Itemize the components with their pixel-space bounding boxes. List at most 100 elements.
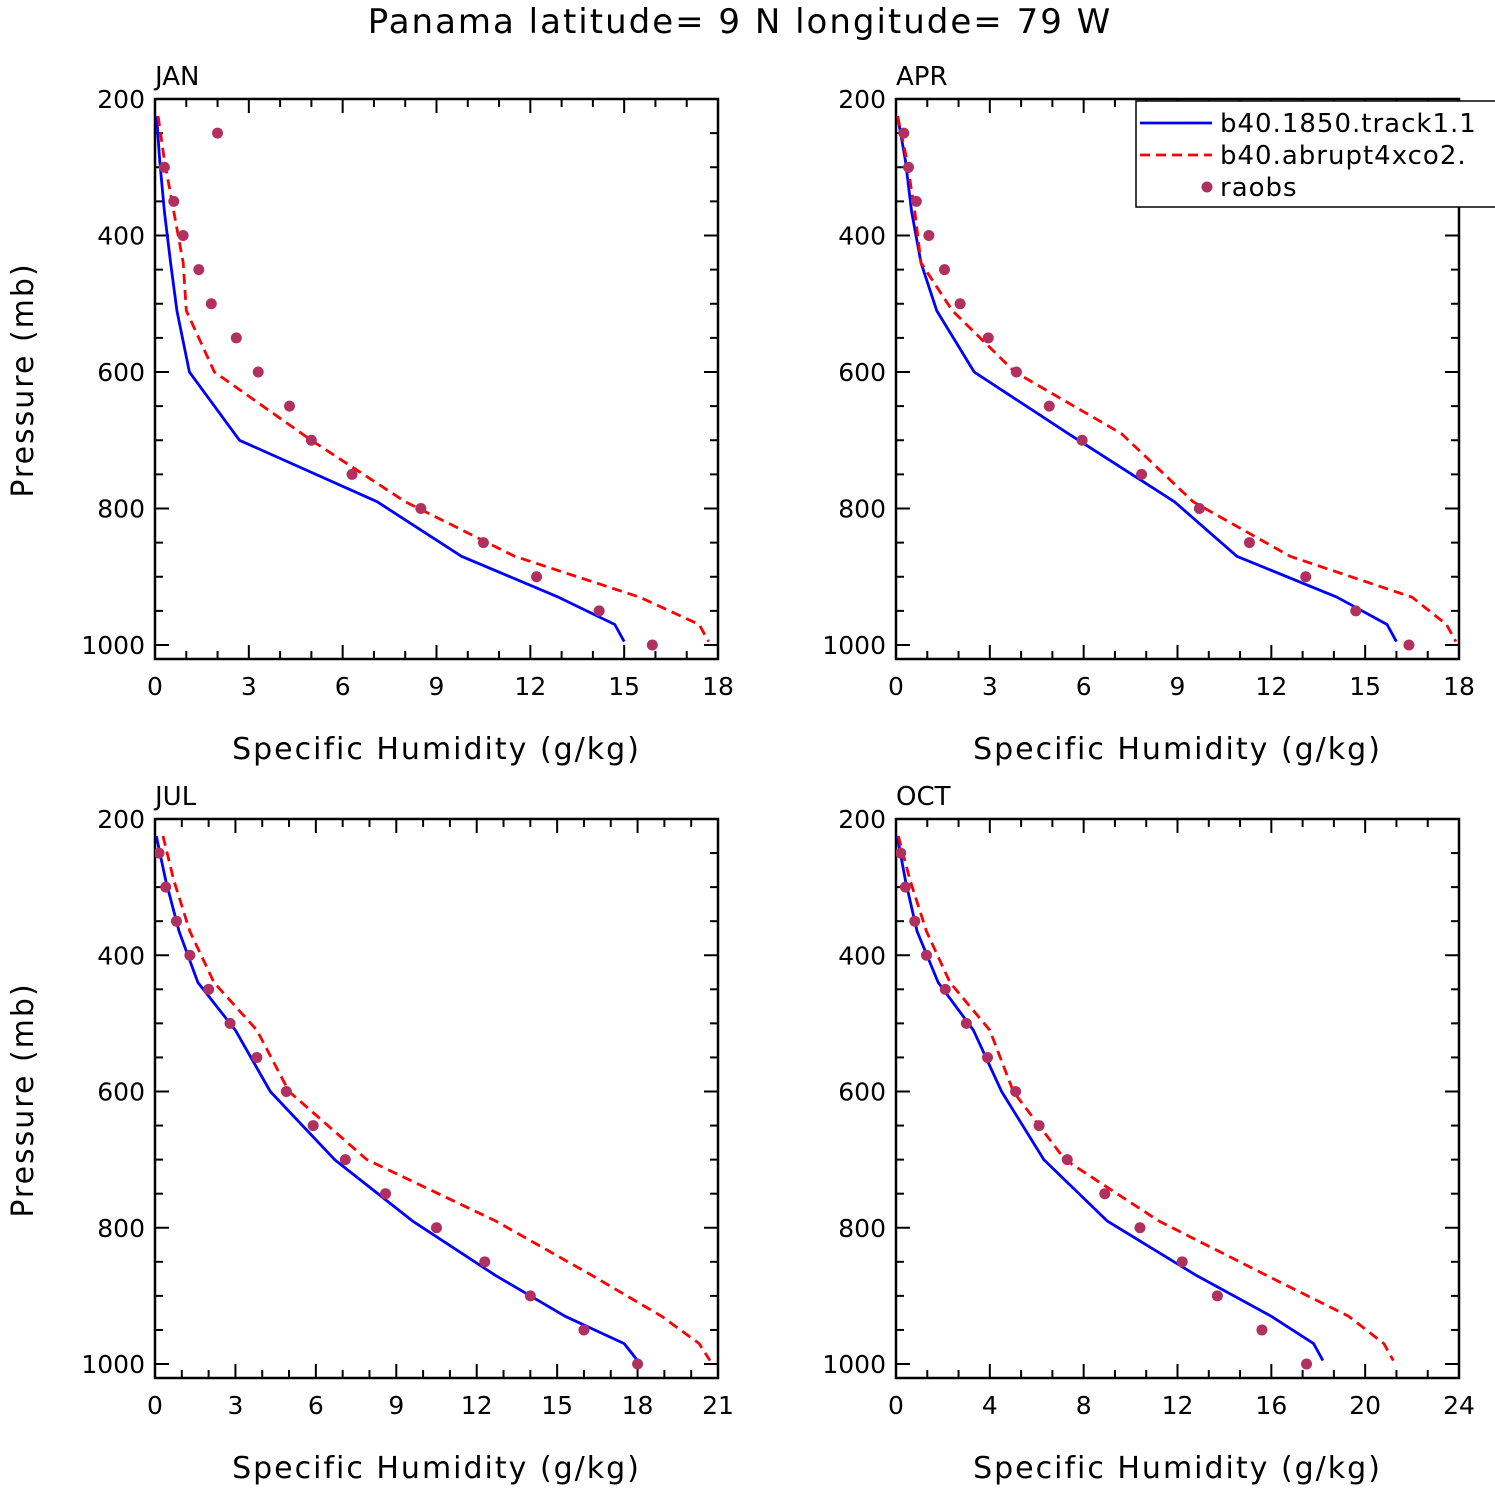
raobs-point [160,881,172,893]
raobs-point [1350,605,1362,617]
plot-frame [153,817,720,1380]
raobs-point [524,1290,536,1302]
raobs-point [431,1222,442,1234]
raobs-point [1256,1324,1268,1336]
x-tick-label: 6 [1076,672,1092,701]
x-axis-label: Specific Humidity (g/kg) [232,732,641,767]
raobs-point [251,1051,263,1063]
raobs-point [170,915,182,927]
y-tick-label: 400 [97,941,145,970]
panel-label: APR [896,62,948,92]
raobs-point [1403,639,1415,651]
y-axis-label: Pressure (mb) [6,982,41,1217]
raobs-point [155,847,165,859]
raobs-point [1010,366,1022,378]
raobs-point [909,915,921,927]
raobs-point [1099,1188,1111,1200]
raobs-point [346,468,358,480]
x-tick-label: 15 [541,1391,573,1420]
panel-label: JAN [153,62,199,92]
raobs-point [939,983,951,995]
abrupt4xco2-line [896,835,1395,1362]
raobs-point [1033,1120,1045,1132]
x-tick-label: 0 [147,1391,163,1420]
raobs-point [1300,571,1312,583]
raobs-point [593,605,605,617]
x-tick-label: 24 [1443,1391,1475,1420]
raobs-point [923,230,935,241]
raobs-point [1010,1086,1022,1097]
raobs-point [632,1358,644,1370]
figure-title: Panama latitude= 9 N longitude= 79 W [368,2,1113,42]
x-tick-label: 12 [461,1391,493,1420]
y-tick-label: 1000 [822,631,886,660]
series-group [896,835,1395,1370]
raobs-point [477,537,489,549]
raobs-point [982,332,994,344]
raobs-point [212,127,224,139]
raobs-point [224,1017,236,1029]
x-tick-label: 21 [702,1391,734,1420]
raobs-point [1061,1154,1073,1166]
y-tick-label: 1000 [822,1350,886,1379]
raobs-point [193,264,205,276]
y-tick-label: 200 [838,85,886,114]
raobs-point [205,298,217,310]
raobs-point [339,1154,351,1166]
y-tick-label: 800 [97,1214,145,1243]
track1-line [896,835,1325,1362]
y-tick-label: 600 [97,1078,145,1107]
raobs-point [938,264,950,276]
x-tick-label: 16 [1255,1391,1287,1420]
raobs-point [1243,537,1255,549]
raobs-point [168,195,180,207]
raobs-point [1193,503,1205,514]
y-tick-label: 600 [97,358,145,387]
x-tick-label: 15 [1349,672,1381,701]
series-group [155,835,712,1370]
y-tick-label: 400 [97,222,145,251]
raobs-point [531,571,543,583]
y-tick-label: 1000 [81,1350,145,1379]
raobs-point [184,949,196,961]
raobs-point [230,332,242,344]
raobs-point [954,298,966,310]
panel-label: JUL [153,782,197,812]
x-tick-label: 0 [888,1391,904,1420]
x-axis-label: Specific Humidity (g/kg) [973,1451,1382,1486]
y-tick-label: 1000 [81,631,145,660]
legend-label: b40.1850.track1.1 [1220,109,1477,139]
x-tick-label: 9 [429,672,445,701]
y-tick-label: 400 [838,222,886,251]
x-tick-label: 9 [388,1391,404,1420]
x-tick-label: 8 [1076,1391,1092,1420]
raobs-point [280,1086,292,1097]
x-tick-label: 3 [982,672,998,701]
raobs-point [380,1188,392,1200]
raobs-point [1043,400,1055,412]
raobs-point [305,434,317,446]
x-tick-label: 9 [1170,672,1186,701]
raobs-point [899,881,911,893]
track1-line [896,115,1398,643]
series-group [896,115,1458,651]
x-tick-label: 3 [227,1391,243,1420]
track1-line [155,835,639,1362]
raobs-point [1176,1256,1188,1268]
x-tick-label: 3 [241,672,257,701]
y-tick-label: 800 [838,495,886,524]
track1-line [155,116,626,643]
x-tick-label: 0 [147,672,163,701]
raobs-point [910,195,922,207]
raobs-point [1301,1358,1313,1370]
x-tick-label: 6 [335,672,351,701]
x-tick-label: 0 [888,672,904,701]
raobs-point [903,161,915,173]
panel-label: OCT [896,782,951,812]
raobs-point [1211,1290,1223,1302]
